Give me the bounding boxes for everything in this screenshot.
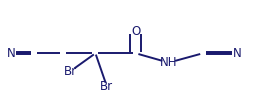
Text: N: N xyxy=(6,47,15,60)
Text: O: O xyxy=(131,25,140,38)
Text: NH: NH xyxy=(160,56,178,69)
Text: Br: Br xyxy=(100,80,113,93)
Text: N: N xyxy=(232,47,241,60)
Text: Br: Br xyxy=(64,65,77,78)
